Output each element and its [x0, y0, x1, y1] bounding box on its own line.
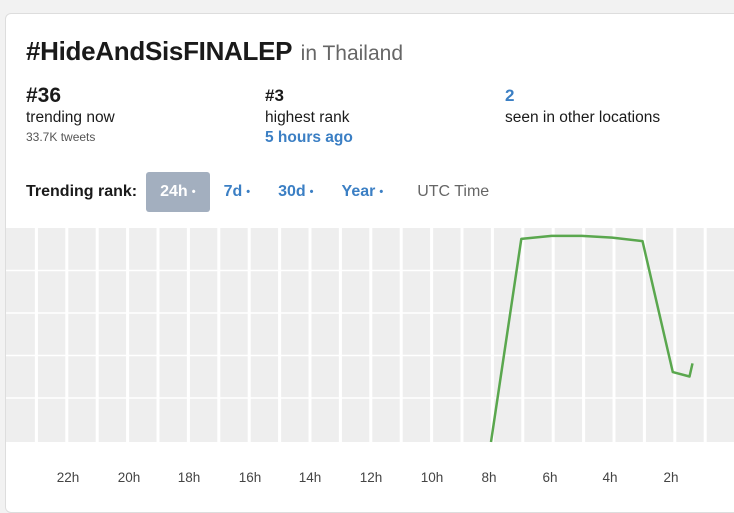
- x-tick-label: 22h: [57, 470, 80, 485]
- stat-current-rank: #36 trending now 33.7K tweets: [26, 84, 115, 146]
- x-tick-label: 4h: [602, 470, 617, 485]
- range-7d-dot: •: [246, 186, 251, 198]
- range-year-button[interactable]: Year •: [328, 172, 398, 212]
- range-30d-dot: •: [309, 186, 314, 198]
- range-year-dot: •: [379, 186, 384, 198]
- location-label: in Thailand: [300, 42, 404, 65]
- current-rank-value: #36: [26, 84, 62, 107]
- range-7d-button[interactable]: 7d •: [210, 172, 265, 212]
- trend-card: #HideAndSisFINALEP in Thailand #36 trend…: [5, 13, 734, 513]
- range-year-label: Year: [341, 183, 376, 200]
- x-tick-label: 6h: [542, 470, 557, 485]
- current-rank-label: trending now: [26, 109, 115, 126]
- x-tick-label: 2h: [663, 470, 678, 485]
- x-tick-label: 12h: [360, 470, 383, 485]
- trend-rank-chart[interactable]: 22h 20h 18h 16h 14h 12h 10h 8h 6h 4h 2h: [6, 228, 734, 498]
- trend-line: [489, 234, 694, 443]
- range-30d-label: 30d: [278, 183, 306, 200]
- timezone-label[interactable]: UTC Time: [417, 183, 490, 200]
- x-tick-label: 14h: [299, 470, 322, 485]
- range-24h-label: 24h: [160, 183, 188, 200]
- x-tick-label: 8h: [481, 470, 496, 485]
- range-7d-label: 7d: [223, 183, 243, 200]
- highest-rank-value: #3: [265, 86, 284, 105]
- title-row: #HideAndSisFINALEP in Thailand: [26, 36, 403, 67]
- other-locations-label: seen in other locations: [505, 109, 661, 126]
- range-30d-button[interactable]: 30d •: [264, 172, 327, 212]
- range-selector: Trending rank: 24h • 7d • 30d • Year • UTC T…: [26, 172, 489, 212]
- x-axis-ticks: 22h 20h 18h 16h 14h 12h 10h 8h 6h 4h 2h: [57, 470, 679, 485]
- hashtag-title[interactable]: #HideAndSisFINALEP: [26, 36, 293, 66]
- x-tick-label: 20h: [118, 470, 141, 485]
- stat-highest-rank: #3 highest rank 5 hours ago: [265, 84, 353, 147]
- stat-other-locations: 2 seen in other locations: [505, 84, 660, 128]
- x-tick-label: 16h: [239, 470, 262, 485]
- other-locations-count[interactable]: 2: [505, 86, 515, 105]
- highest-rank-time-link[interactable]: 5 hours ago: [265, 129, 353, 146]
- tweet-count: 33.7K tweets: [26, 130, 96, 144]
- chart-grid: [6, 228, 734, 442]
- highest-rank-label: highest rank: [265, 109, 350, 126]
- x-tick-label: 10h: [421, 470, 444, 485]
- x-tick-label: 18h: [178, 470, 201, 485]
- range-24h-dot: •: [191, 186, 196, 198]
- range-24h-button[interactable]: 24h •: [146, 172, 210, 212]
- trending-rank-label: Trending rank:: [26, 183, 138, 200]
